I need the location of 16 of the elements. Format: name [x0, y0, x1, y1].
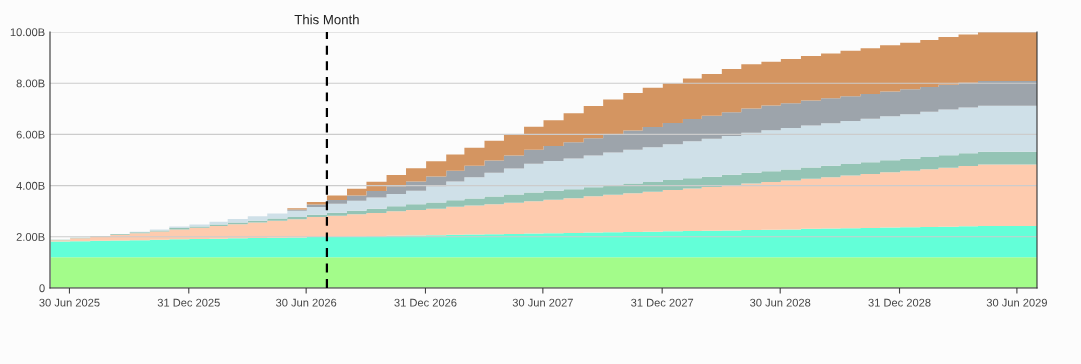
x-tick-label: 30 Jun 2028 — [750, 298, 811, 307]
ref-line-label: This Month — [294, 14, 359, 25]
y-tick-label: 4.00B — [16, 181, 45, 190]
x-tick-label: 30 Jun 2029 — [986, 298, 1047, 307]
x-tick-label: 30 Jun 2026 — [276, 298, 337, 307]
x-tick-label: 31 Dec 2026 — [394, 298, 457, 307]
y-tick-label: 2.00B — [16, 233, 45, 241]
x-tick-label: 31 Dec 2025 — [157, 298, 220, 307]
x-tick-label: 30 Jun 2025 — [39, 298, 100, 307]
y-tick-label: 0 — [39, 284, 45, 293]
y-tick-label: 8.00B — [16, 79, 45, 88]
y-tick-label: 6.00B — [16, 130, 45, 139]
y-tick-label: 10.00B — [10, 28, 45, 37]
x-tick-label: 31 Dec 2027 — [631, 298, 694, 307]
x-tick-label: 30 Jun 2027 — [512, 298, 573, 307]
x-tick-label: 31 Dec 2028 — [868, 298, 931, 307]
